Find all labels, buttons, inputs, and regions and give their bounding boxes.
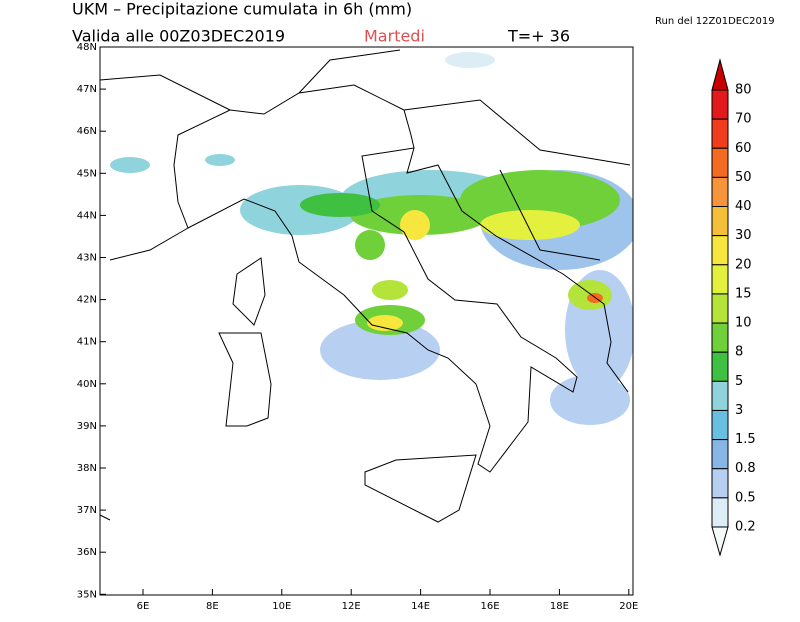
colorbar-label: 3	[735, 403, 743, 418]
colorbar-box	[711, 264, 729, 295]
coastlines	[99, 49, 631, 523]
lat-tick-label: 46N	[77, 126, 97, 137]
colorbar-box	[711, 351, 729, 382]
colorbar-box	[711, 235, 729, 266]
title: UKM – Precipitazione cumulata in 6h (mm)	[72, 0, 412, 19]
lat-tick-label: 44N	[77, 210, 97, 221]
colorbar-label: 0.8	[735, 461, 756, 476]
run-info: Run del 12Z01DEC2019	[655, 16, 775, 27]
lon-tick-label: 10E	[272, 601, 291, 612]
weekday: Martedi	[364, 27, 425, 46]
lat-tick-label: 43N	[77, 253, 97, 264]
lat-tick-label: 41N	[77, 337, 97, 348]
lat-tick-label: 36N	[77, 547, 97, 558]
lat-tick-label: 37N	[77, 505, 97, 516]
lat-tick-label: 45N	[77, 168, 97, 179]
lat-tick-label: 39N	[77, 421, 97, 432]
colorbar-box	[711, 89, 729, 120]
lat-tick-label: 42N	[77, 295, 97, 306]
colorbar-label: 0.5	[735, 490, 756, 505]
colorbar-box	[711, 497, 729, 528]
colorbar-box	[711, 322, 729, 353]
lon-tick-label: 14E	[411, 601, 430, 612]
colorbar-label: 1.5	[735, 432, 756, 447]
colorbar-label: 50	[735, 170, 752, 185]
lon-tick-label: 18E	[550, 601, 569, 612]
map	[99, 46, 634, 596]
lon-tick-label: 16E	[480, 601, 499, 612]
lon-tick-label: 20E	[619, 601, 638, 612]
valid-time: Valida alle 00Z03DEC2019	[72, 27, 285, 46]
colorbar-box	[711, 293, 729, 324]
map-frame	[99, 46, 634, 596]
lon-tick-label: 6E	[137, 601, 150, 612]
colorbar-box	[711, 206, 729, 237]
lat-tick-label: 48N	[77, 42, 97, 53]
colorbar-box	[711, 468, 729, 499]
colorbar-label: 60	[735, 141, 752, 156]
colorbar-label: 20	[735, 257, 752, 272]
colorbar-label: 80	[735, 83, 752, 98]
colorbar-box	[711, 380, 729, 411]
colorbar-label: 30	[735, 228, 752, 243]
colorbar-bottom	[711, 526, 729, 557]
lat-tick-label: 40N	[77, 379, 97, 390]
colorbar-box	[711, 118, 729, 149]
lat-tick-label: 35N	[77, 589, 97, 600]
colorbar-label: 10	[735, 316, 752, 331]
lat-tick-label: 47N	[77, 84, 97, 95]
colorbar-label: 15	[735, 286, 752, 301]
lon-tick-label: 12E	[342, 601, 361, 612]
colorbar-label: 0.2	[735, 520, 756, 535]
colorbar-label: 70	[735, 112, 752, 127]
colorbar-label: 8	[735, 345, 743, 360]
colorbar-box	[711, 409, 729, 441]
precipitation-field	[110, 52, 633, 425]
colorbar-box	[711, 147, 729, 178]
lat-tick-label: 38N	[77, 463, 97, 474]
colorbar-label: 40	[735, 199, 752, 214]
colorbar-label: 5	[735, 374, 743, 389]
lead-time: T=+ 36	[507, 27, 570, 46]
colorbar-box	[711, 439, 729, 470]
colorbar-box	[711, 176, 729, 208]
lon-tick-label: 8E	[206, 601, 219, 612]
